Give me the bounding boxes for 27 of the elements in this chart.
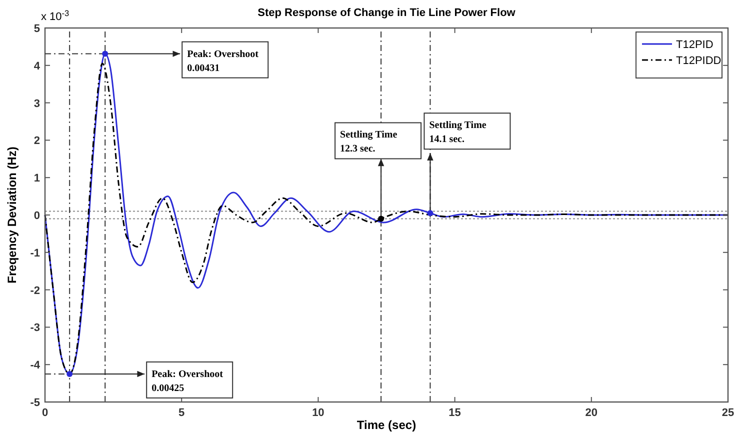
x-axis-title: Time (sec) bbox=[356, 418, 416, 432]
y-tick-label: 0 bbox=[34, 210, 40, 222]
x-tick-label: 25 bbox=[722, 407, 734, 419]
annotation: Peak: Overshoot 0.00431 bbox=[187, 48, 260, 74]
x-tick-label: 10 bbox=[312, 407, 324, 419]
x-tick-label: 5 bbox=[178, 407, 185, 419]
y-tick-label: 1 bbox=[34, 172, 40, 185]
annotation: Peak: Overshoot 0.00425 bbox=[152, 368, 224, 394]
text: x 10$^{-3}$ bbox=[41, 8, 70, 23]
x-tick-label: 0 bbox=[42, 407, 48, 419]
chart-title: Step Response of Change in Tie Line Power Flow bbox=[258, 7, 516, 19]
x-tick-label: 20 bbox=[585, 407, 598, 419]
legend-label: T12PID bbox=[676, 39, 714, 51]
y-tick-label: -3 bbox=[30, 322, 40, 334]
y-tick-label: -2 bbox=[30, 284, 40, 297]
y-tick-label: -1 bbox=[30, 247, 40, 260]
annotation: Settling Time 12.3 sec. bbox=[340, 130, 398, 155]
y-tick-label: -5 bbox=[30, 397, 40, 409]
y-tick-label: -4 bbox=[30, 360, 41, 372]
y-tick-label: 3 bbox=[34, 98, 40, 110]
y-axis-title: Freqency Deviation (Hz) bbox=[5, 146, 19, 284]
x-tick-label: 15 bbox=[448, 407, 461, 419]
y-tick-label: 2 bbox=[34, 135, 40, 148]
y-tick-label: 5 bbox=[34, 23, 40, 35]
annotation: Settling Time 14.1 sec. bbox=[429, 120, 487, 146]
legend-label: T12PIDD bbox=[676, 55, 722, 67]
y-tick-label: 4 bbox=[34, 60, 41, 72]
